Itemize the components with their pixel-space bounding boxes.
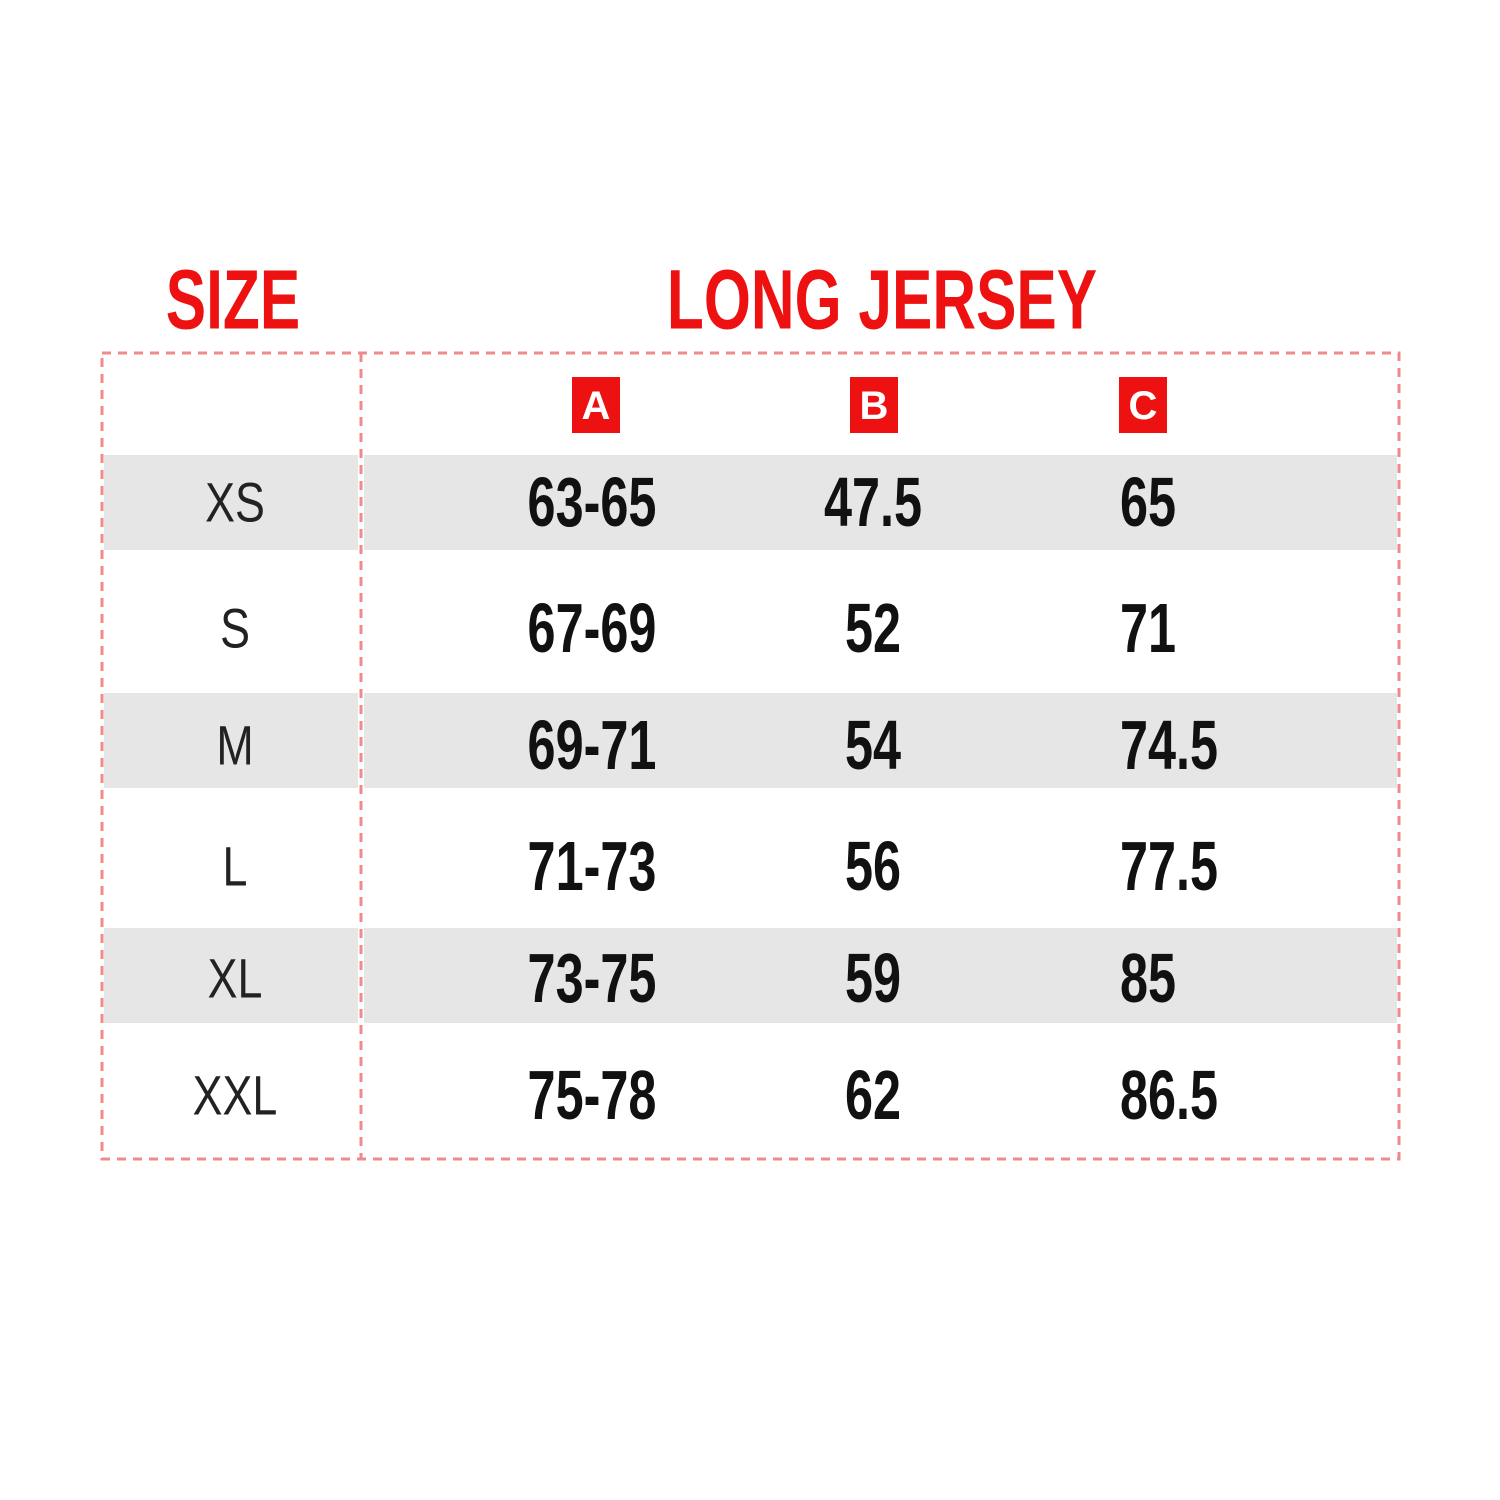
- measure-value: 56: [845, 827, 901, 905]
- measure-value: 69-71: [528, 706, 657, 784]
- size-label-wrap: XS: [205, 471, 265, 534]
- measure-value-wrap: 63-65: [528, 463, 657, 541]
- column-badge: [850, 377, 898, 433]
- measure-value: 85: [1120, 939, 1176, 1017]
- column-badge: [1119, 377, 1167, 433]
- size-label: XS: [205, 471, 265, 534]
- measure-value-wrap: 56: [845, 827, 901, 905]
- measure-value-wrap: 67-69: [528, 589, 657, 667]
- measure-value-wrap: 65: [1120, 463, 1176, 541]
- measure-value: 59: [845, 939, 901, 1017]
- row-band: [104, 928, 358, 1023]
- row-band: [104, 455, 358, 550]
- column-badge: [572, 377, 620, 433]
- measure-value-wrap: 62: [845, 1056, 901, 1134]
- measure-value-wrap: 47.5: [824, 463, 922, 541]
- measure-value: 54: [845, 706, 901, 784]
- measure-value-wrap: 73-75: [528, 939, 657, 1017]
- measure-value: 73-75: [528, 939, 657, 1017]
- size-label: L: [223, 835, 248, 898]
- measure-value: 77.5: [1120, 827, 1218, 905]
- measure-value-wrap: 85: [1120, 939, 1176, 1017]
- measure-value-wrap: 69-71: [528, 706, 657, 784]
- measure-value-wrap: 86.5: [1120, 1056, 1218, 1134]
- size-label: S: [220, 597, 250, 660]
- measure-value-wrap: 71-73: [528, 827, 657, 905]
- column-header: C: [1129, 384, 1158, 428]
- row-band: [364, 455, 1397, 550]
- table-title: LONG JERSEY: [667, 253, 1097, 347]
- size-label-wrap: XXL: [193, 1064, 278, 1127]
- measure-value-wrap: 54: [845, 706, 901, 784]
- size-label: M: [216, 714, 253, 777]
- measure-value-wrap: 77.5: [1120, 827, 1218, 905]
- measure-value-wrap: 52: [845, 589, 901, 667]
- measure-value-wrap: 75-78: [528, 1056, 657, 1134]
- column-header: B: [860, 384, 889, 428]
- measure-value: 71: [1120, 589, 1176, 667]
- row-band: [104, 693, 358, 788]
- measure-value: 75-78: [528, 1056, 657, 1134]
- measure-value: 62: [845, 1056, 901, 1134]
- size-label-wrap: S: [220, 597, 250, 660]
- measure-value-wrap: 59: [845, 939, 901, 1017]
- measure-value: 71-73: [528, 827, 657, 905]
- size-label: XXL: [193, 1064, 278, 1127]
- row-band: [364, 928, 1397, 1023]
- table-border: [100, 351, 1401, 1161]
- size-title-wrap: SIZE: [166, 253, 300, 347]
- measure-value: 67-69: [528, 589, 657, 667]
- column-header: A: [582, 384, 611, 428]
- measure-value: 86.5: [1120, 1056, 1218, 1134]
- measure-value: 47.5: [824, 463, 922, 541]
- size-label-wrap: L: [223, 835, 248, 898]
- size-title: SIZE: [166, 253, 300, 347]
- size-label-wrap: XL: [208, 947, 263, 1010]
- size-label-wrap: M: [216, 714, 253, 777]
- measure-value-wrap: 71: [1120, 589, 1176, 667]
- measure-value-wrap: 74.5: [1120, 706, 1218, 784]
- table-title-wrap: LONG JERSEY: [667, 253, 1097, 347]
- measure-value: 63-65: [528, 463, 657, 541]
- measure-value: 74.5: [1120, 706, 1218, 784]
- size-label: XL: [208, 947, 263, 1010]
- row-band: [364, 693, 1397, 788]
- measure-value: 65: [1120, 463, 1176, 541]
- measure-value: 52: [845, 589, 901, 667]
